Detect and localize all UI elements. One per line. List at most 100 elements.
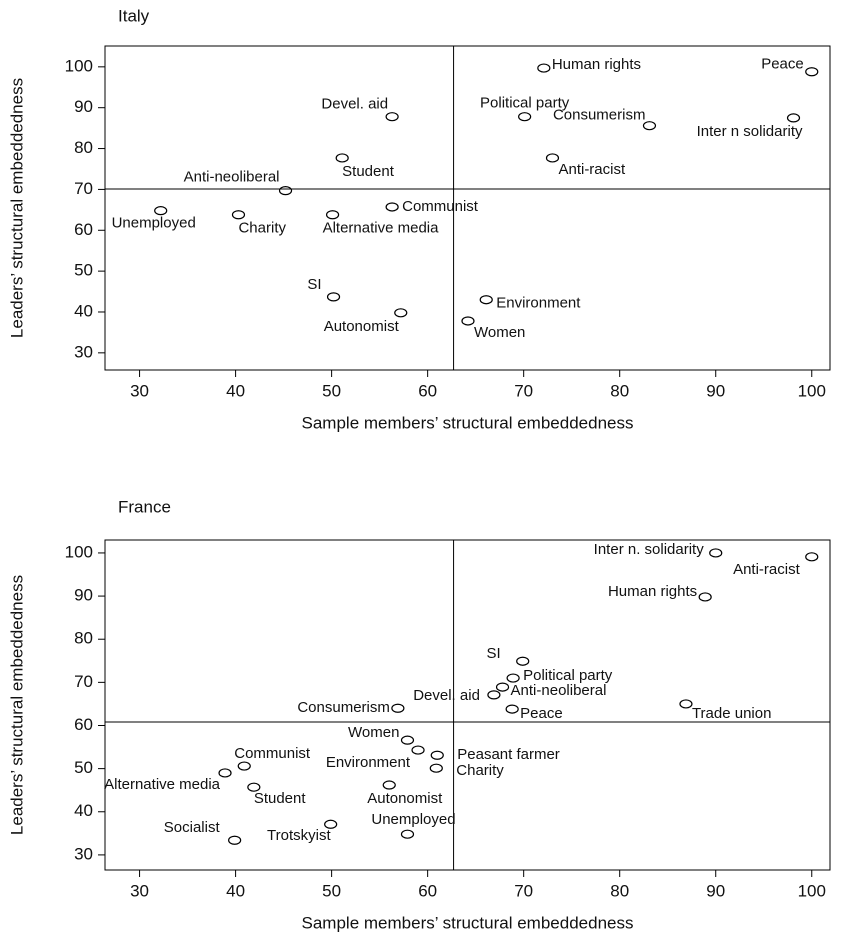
y-tick-label: 70 bbox=[74, 672, 93, 691]
point-label: Charity bbox=[456, 762, 504, 779]
point-label: Socialist bbox=[164, 819, 221, 836]
point bbox=[537, 63, 551, 73]
point-label: Student bbox=[254, 790, 307, 807]
x-tick-label: 90 bbox=[706, 881, 725, 900]
point-label: Anti-racist bbox=[558, 161, 626, 178]
x-axis-title: Sample members’ structural embeddedness bbox=[302, 413, 634, 432]
y-tick-label: 60 bbox=[74, 220, 93, 239]
x-tick-label: 100 bbox=[798, 381, 826, 400]
y-tick-label: 60 bbox=[74, 715, 93, 734]
x-tick-label: 100 bbox=[798, 881, 826, 900]
point-label: Human rights bbox=[552, 56, 641, 73]
y-tick-label: 90 bbox=[74, 97, 93, 116]
y-tick-label: 100 bbox=[65, 56, 93, 75]
x-tick-label: 40 bbox=[226, 381, 245, 400]
x-tick-label: 50 bbox=[322, 381, 341, 400]
point bbox=[487, 690, 501, 700]
plot-frame bbox=[104, 539, 831, 871]
plot-frame bbox=[104, 45, 831, 371]
x-tick-label: 80 bbox=[610, 381, 629, 400]
point-label: Peasant farmer bbox=[457, 746, 560, 763]
point bbox=[400, 735, 415, 745]
point-label: Consumerism bbox=[553, 107, 646, 124]
y-tick-label: 30 bbox=[74, 844, 93, 863]
point-label: Peace bbox=[761, 56, 804, 73]
point-label: Peace bbox=[520, 705, 563, 722]
y-tick-label: 40 bbox=[74, 301, 93, 320]
x-tick-label: 60 bbox=[418, 381, 437, 400]
point-label: Environment bbox=[326, 754, 411, 771]
x-tick-label: 70 bbox=[514, 381, 533, 400]
point bbox=[335, 153, 349, 163]
point bbox=[228, 835, 242, 845]
y-tick-label: 50 bbox=[74, 261, 93, 280]
y-tick-label: 70 bbox=[74, 179, 93, 198]
x-tick-label: 30 bbox=[130, 381, 149, 400]
x-tick-label: 50 bbox=[322, 881, 341, 900]
point-label: Inter n. solidarity bbox=[594, 541, 705, 558]
y-tick-label: 100 bbox=[65, 542, 93, 561]
point bbox=[326, 292, 341, 302]
point bbox=[805, 552, 819, 562]
point-label: Anti-neoliberal bbox=[184, 169, 280, 186]
point-label: Devel. aid bbox=[321, 96, 388, 113]
x-tick-label: 30 bbox=[130, 881, 149, 900]
y-tick-label: 30 bbox=[74, 342, 93, 361]
point bbox=[394, 308, 408, 318]
point-label: Communist bbox=[234, 745, 311, 762]
point bbox=[545, 153, 560, 163]
point bbox=[805, 67, 819, 77]
point bbox=[154, 206, 168, 216]
point-label: Unemployed bbox=[371, 811, 455, 828]
point-label: Anti-neoliberal bbox=[511, 682, 607, 699]
point bbox=[385, 202, 399, 212]
y-tick-label: 80 bbox=[74, 138, 93, 157]
point-label: Devel. aid bbox=[413, 687, 480, 704]
x-axis-title: Sample members’ structural embeddedness bbox=[302, 913, 634, 932]
x-tick-label: 90 bbox=[706, 381, 725, 400]
point bbox=[786, 113, 801, 123]
point-label: Student bbox=[342, 163, 395, 180]
point-label: Alternative media bbox=[104, 776, 221, 793]
point bbox=[400, 829, 415, 839]
point bbox=[385, 112, 399, 122]
point-label: Women bbox=[348, 724, 399, 741]
point bbox=[430, 750, 444, 760]
y-axis-title: Leaders’ structural embeddedness bbox=[7, 78, 26, 338]
point bbox=[642, 121, 657, 131]
point-label: Trade union bbox=[692, 705, 772, 722]
y-tick-label: 80 bbox=[74, 629, 93, 648]
point bbox=[247, 782, 261, 792]
y-tick-label: 90 bbox=[74, 586, 93, 605]
point-label: Unemployed bbox=[112, 215, 196, 232]
point-label: Women bbox=[474, 324, 525, 341]
point bbox=[461, 316, 475, 326]
point-label: SI bbox=[487, 645, 501, 662]
point-label: Consumerism bbox=[297, 699, 390, 716]
point bbox=[325, 210, 340, 220]
x-tick-label: 70 bbox=[514, 881, 533, 900]
y-axis-title: Leaders’ structural embeddedness bbox=[7, 575, 26, 835]
point bbox=[495, 682, 510, 692]
point bbox=[479, 295, 493, 305]
point bbox=[698, 592, 712, 602]
point bbox=[278, 186, 293, 196]
y-tick-label: 50 bbox=[74, 758, 93, 777]
point bbox=[231, 210, 246, 220]
point bbox=[505, 704, 519, 714]
point bbox=[324, 819, 338, 829]
point-label: Autonomist bbox=[367, 790, 443, 807]
x-tick-label: 80 bbox=[610, 881, 629, 900]
point-label: Alternative media bbox=[323, 220, 440, 237]
x-tick-label: 40 bbox=[226, 881, 245, 900]
point bbox=[709, 548, 723, 558]
x-tick-label: 60 bbox=[418, 881, 437, 900]
point bbox=[506, 673, 520, 683]
chart-title: France bbox=[118, 497, 171, 516]
point bbox=[429, 763, 443, 773]
point-label: SI bbox=[307, 276, 321, 293]
point-label: Anti-racist bbox=[733, 561, 801, 578]
point-label: Human rights bbox=[608, 583, 697, 600]
